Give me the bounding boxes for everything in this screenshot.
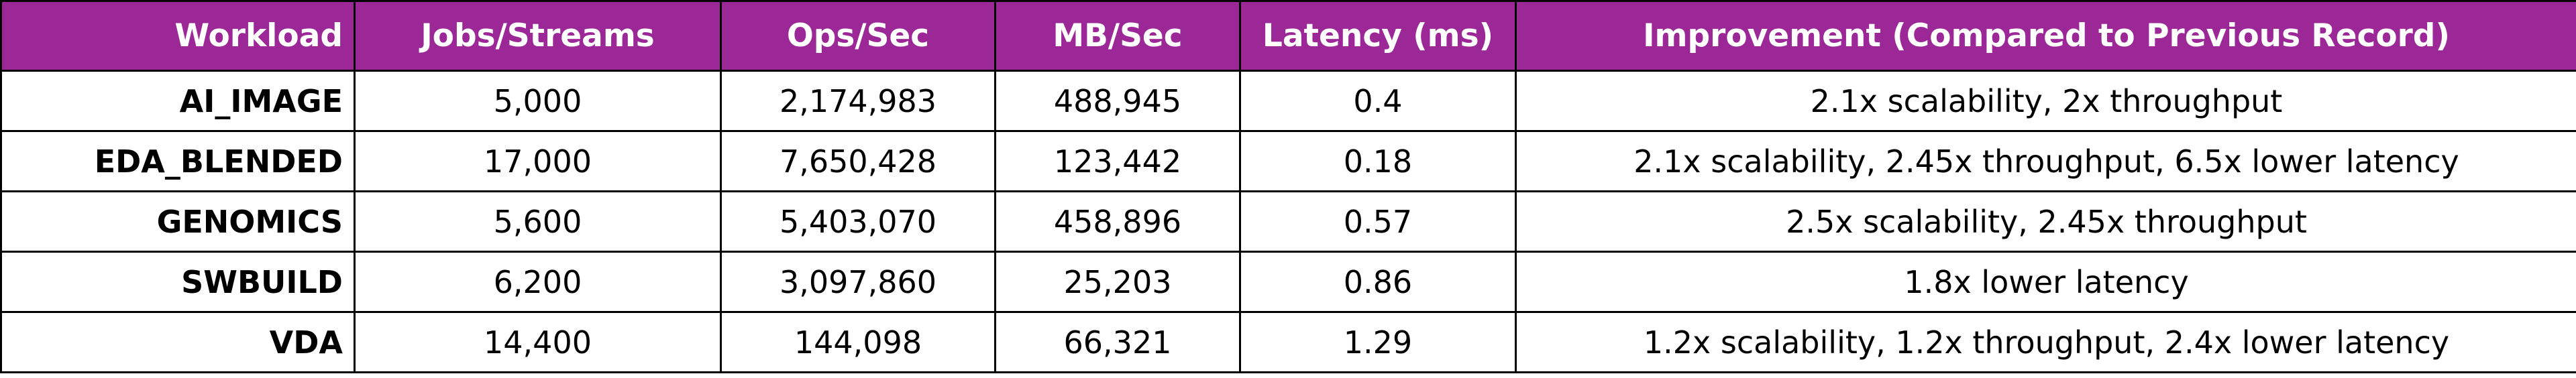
table-cell: 1.29 — [1239, 311, 1517, 373]
table-head: Workload Jobs/Streams Ops/Sec MB/Sec Latency… — [0, 0, 2576, 72]
table-cell: 6,200 — [354, 251, 722, 313]
table-cell: 0.18 — [1239, 130, 1517, 192]
table-cell: 2.5x scalability, 2.45x throughput — [1515, 190, 2576, 253]
table-cell: 5,600 — [354, 190, 722, 253]
table-cell: 7,650,428 — [720, 130, 996, 192]
table-cell: 0.57 — [1239, 190, 1517, 253]
table-cell: 458,896 — [994, 190, 1241, 253]
table-cell: 1.8x lower latency — [1515, 251, 2576, 313]
table-cell: 66,321 — [994, 311, 1241, 373]
row-label: AI_IMAGE — [0, 70, 356, 132]
row-label: SWBUILD — [0, 251, 356, 313]
column-header: Latency (ms) — [1239, 0, 1517, 72]
table-cell: 25,203 — [994, 251, 1241, 313]
column-header: Ops/Sec — [720, 0, 996, 72]
header-row: Workload Jobs/Streams Ops/Sec MB/Sec Latency… — [0, 0, 2576, 72]
table-cell: 2,174,983 — [720, 70, 996, 132]
row-label: EDA_BLENDED — [0, 130, 356, 192]
table-cell: 17,000 — [354, 130, 722, 192]
column-header: Improvement (Compared to Previous Record… — [1515, 0, 2576, 72]
table-cell: 2.1x scalability, 2x throughput — [1515, 70, 2576, 132]
table-row: SWBUILD 6,200 3,097,860 25,203 0.86 1.8x lowe… — [0, 251, 2576, 313]
table-row: AI_IMAGE 5,000 2,174,983 488,945 0.4 2.1x sca… — [0, 70, 2576, 132]
table-cell: 144,098 — [720, 311, 996, 373]
table-cell: 2.1x scalability, 2.45x throughput, 6.5x… — [1515, 130, 2576, 192]
column-header: MB/Sec — [994, 0, 1241, 72]
table-body: AI_IMAGE 5,000 2,174,983 488,945 0.4 2.1x sca… — [0, 70, 2576, 373]
row-label: VDA — [0, 311, 356, 373]
table-cell: 3,097,860 — [720, 251, 996, 313]
column-header: Jobs/Streams — [354, 0, 722, 72]
column-header: Workload — [0, 0, 356, 72]
table-row: VDA 14,400 144,098 66,321 1.29 1.2x scalabili… — [0, 311, 2576, 373]
table-cell: 0.4 — [1239, 70, 1517, 132]
table-cell: 488,945 — [994, 70, 1241, 132]
table-cell: 5,403,070 — [720, 190, 996, 253]
table-cell: 123,442 — [994, 130, 1241, 192]
table-cell: 14,400 — [354, 311, 722, 373]
table-cell: 5,000 — [354, 70, 722, 132]
table-row: GENOMICS 5,600 5,403,070 458,896 0.57 2.5x sc… — [0, 190, 2576, 253]
table-cell: 0.86 — [1239, 251, 1517, 313]
table-cell: 1.2x scalability, 1.2x throughput, 2.4x … — [1515, 311, 2576, 373]
row-label: GENOMICS — [0, 190, 356, 253]
table-row: EDA_BLENDED 17,000 7,650,428 123,442 0.18 2.1… — [0, 130, 2576, 192]
